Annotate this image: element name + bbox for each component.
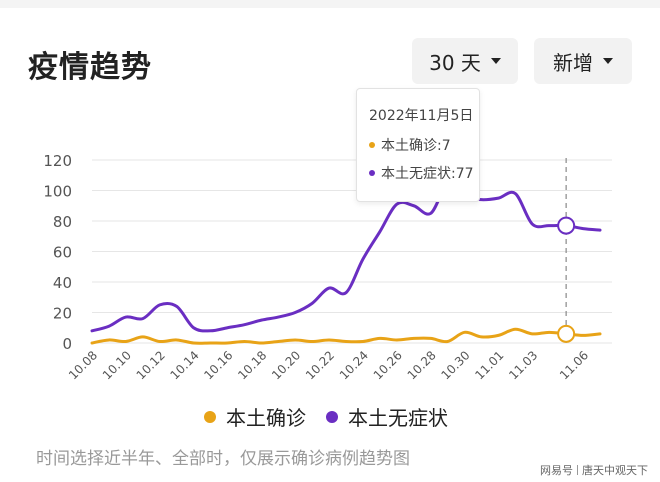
highlight-point-asymptomatic [557,216,576,235]
series-line-confirmed [90,327,602,345]
tooltip-asymptomatic-text: 本土无症状:77 [381,166,474,182]
series-line-asymptomatic [90,182,602,333]
x-tick-label: 10.24 [337,348,371,382]
legend-item-asymptomatic[interactable]: 本土无症状 [326,402,448,431]
range-dropdown-label: 30 天 [429,50,481,75]
tooltip-confirmed-text: 本土确诊:7 [381,138,451,154]
legend-item-confirmed[interactable]: 本土确诊 [204,402,306,431]
x-tick-label: 11.01 [472,348,506,382]
legend-confirmed-label: 本土确诊 [226,406,306,430]
caret-down-icon [490,58,501,64]
x-tick-label: 10.22 [303,348,337,382]
y-tick-label: 40 [53,274,72,292]
x-tick-label: 11.03 [506,348,540,382]
footnote: 时间选择近半年、全部时，仅展示确诊病例趋势图 [36,449,410,469]
range-dropdown[interactable]: 30 天 [412,38,518,84]
x-tick-label: 10.28 [405,348,439,382]
x-tick-label: 10.08 [66,348,100,382]
confirmed-dot-icon [369,142,375,148]
mode-dropdown[interactable]: 新增 [534,38,632,84]
tooltip-row-asymptomatic: 本土无症状:77 [369,163,474,183]
watermark: 网易号 唐天中观天下 [540,462,648,478]
chart-tooltip: 2022年11月5日 本土确诊:7 本土无症状:77 [356,88,480,202]
x-tick-label: 10.20 [269,348,303,382]
tooltip-date: 2022年11月5日 [369,108,474,124]
y-tick-label: 0 [62,335,72,353]
x-tick-label: 10.12 [134,348,168,382]
y-tick-label: 100 [43,183,72,201]
x-tick-label: 10.26 [371,348,405,382]
mode-dropdown-label: 新增 [553,50,593,75]
x-tick-label: 10.10 [100,348,134,382]
x-tick-label: 10.14 [168,348,202,382]
caret-down-icon [603,58,613,64]
watermark-right: 唐天中观天下 [582,464,648,477]
top-band [0,0,660,8]
watermark-left: 网易号 [540,464,573,477]
asymptomatic-dot-icon [369,170,375,176]
legend-asymptomatic-label: 本土无症状 [348,406,448,430]
x-tick-label: 10.18 [235,348,269,382]
highlight-point-confirmed [557,324,576,343]
y-tick-label: 80 [53,213,72,231]
asymptomatic-dot-icon [326,410,338,423]
y-tick-label: 60 [53,244,72,262]
page-title: 疫情趋势 [28,50,152,85]
confirmed-dot-icon [204,410,216,423]
y-tick-label: 120 [43,152,72,170]
watermark-divider [577,465,578,475]
chart-legend: 本土确诊 本土无症状 [204,402,448,431]
tooltip-row-confirmed: 本土确诊:7 [369,135,451,155]
x-tick-label: 11.06 [557,348,591,382]
y-tick-label: 20 [53,305,72,323]
x-tick-label: 10.16 [201,348,235,382]
x-tick-label: 10.30 [438,348,472,382]
